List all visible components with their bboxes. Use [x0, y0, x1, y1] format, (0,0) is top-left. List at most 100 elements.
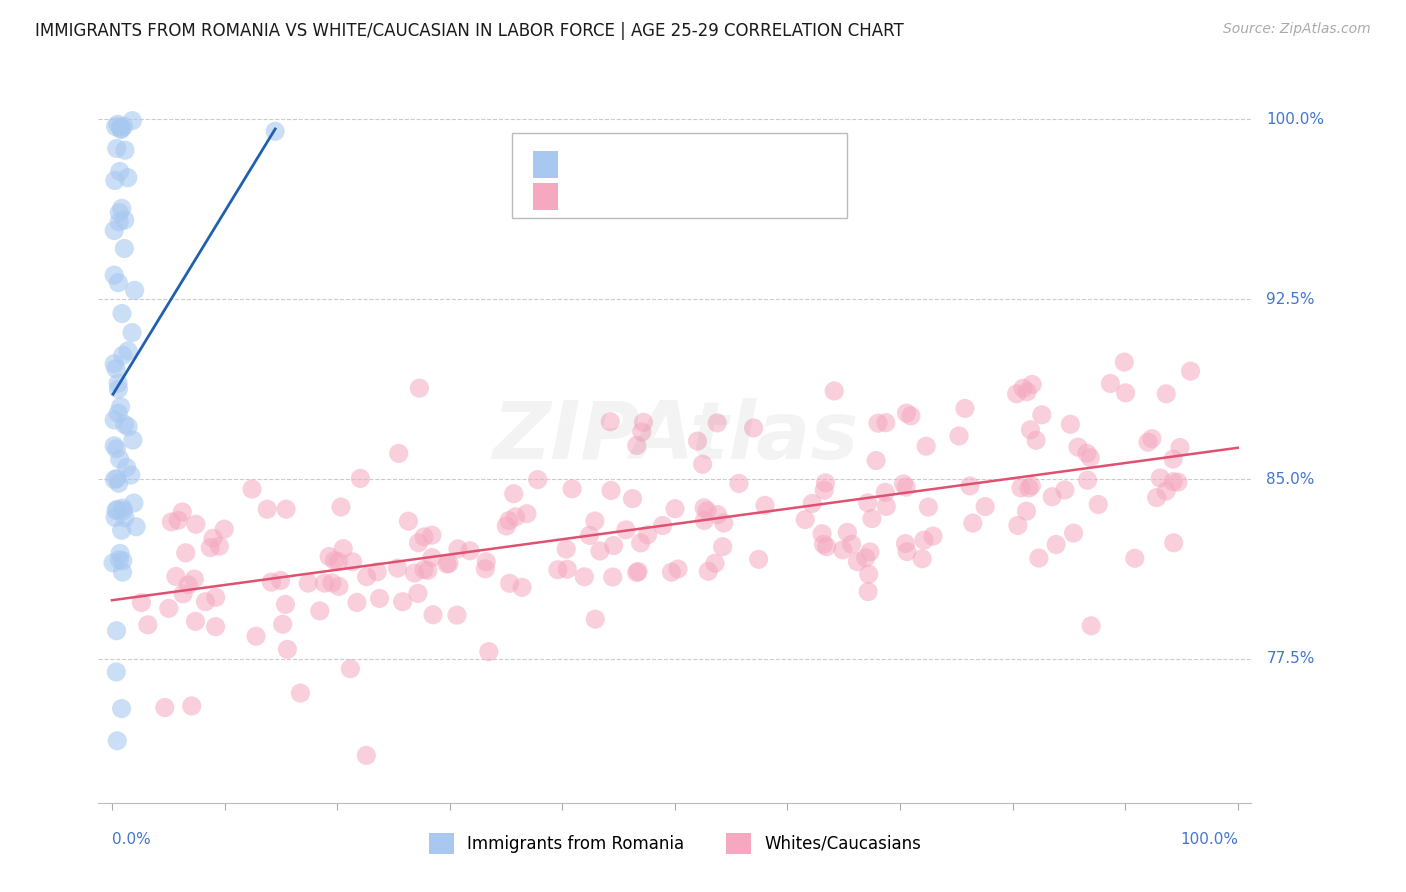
Point	[602, 570, 624, 584]
Point	[911, 551, 934, 566]
Point	[396, 514, 419, 528]
Point	[626, 566, 648, 580]
Point	[297, 576, 319, 591]
Text: ZIPAtlas: ZIPAtlas	[492, 398, 858, 476]
Point	[318, 549, 340, 564]
Point	[1018, 481, 1040, 495]
Point	[107, 382, 129, 396]
Point	[105, 471, 128, 485]
Point	[103, 223, 125, 237]
Point	[621, 491, 644, 506]
Point	[104, 361, 127, 376]
Point	[1053, 483, 1076, 497]
Point	[180, 698, 202, 713]
Point	[856, 584, 879, 599]
Point	[105, 733, 128, 747]
Point	[125, 519, 148, 533]
Point	[693, 513, 716, 527]
Point	[110, 122, 132, 136]
Text: 92.5%: 92.5%	[1267, 292, 1315, 307]
Point	[204, 620, 226, 634]
Point	[107, 376, 129, 391]
Point	[413, 530, 436, 544]
Point	[866, 416, 889, 430]
Point	[111, 306, 134, 320]
Point	[104, 120, 127, 134]
Point	[111, 523, 134, 537]
Point	[1076, 473, 1098, 487]
Point	[174, 546, 197, 560]
Point	[339, 662, 361, 676]
Point	[823, 384, 845, 398]
Point	[754, 499, 776, 513]
Point	[614, 523, 637, 537]
Point	[855, 550, 877, 565]
Point	[474, 562, 496, 576]
Point	[274, 598, 297, 612]
Point	[1063, 526, 1085, 541]
Point	[136, 617, 159, 632]
Point	[103, 439, 125, 453]
Point	[893, 476, 915, 491]
Point	[105, 502, 128, 516]
Point	[922, 529, 945, 543]
Point	[704, 556, 727, 570]
Point	[111, 202, 134, 216]
Point	[115, 460, 138, 475]
Point	[131, 596, 153, 610]
Point	[1040, 490, 1063, 504]
Point	[1099, 376, 1122, 391]
Point	[408, 381, 430, 395]
Point	[101, 556, 124, 570]
Point	[436, 557, 458, 571]
Point	[498, 576, 520, 591]
Point	[308, 604, 330, 618]
Point	[896, 406, 918, 420]
Point	[1123, 551, 1146, 566]
Point	[516, 507, 538, 521]
Point	[962, 516, 984, 530]
Point	[860, 511, 883, 525]
Point	[153, 700, 176, 714]
Point	[626, 438, 648, 452]
Point	[328, 579, 350, 593]
Point	[110, 400, 132, 414]
Point	[630, 425, 652, 439]
Point	[458, 543, 481, 558]
Point	[664, 501, 686, 516]
Point	[875, 485, 897, 500]
Point	[1012, 381, 1035, 395]
Point	[900, 409, 922, 423]
Point	[633, 415, 655, 429]
Point	[214, 522, 236, 536]
Point	[1137, 435, 1160, 450]
Point	[112, 242, 135, 256]
Point	[117, 170, 139, 185]
Point	[404, 566, 426, 581]
Point	[264, 124, 287, 138]
Point	[815, 540, 838, 554]
Point	[368, 591, 391, 606]
Point	[108, 164, 131, 178]
Text: IMMIGRANTS FROM ROMANIA VS WHITE/CAUCASIAN IN LABOR FORCE | AGE 25-29 CORRELATIO: IMMIGRANTS FROM ROMANIA VS WHITE/CAUCASI…	[35, 22, 904, 40]
Point	[111, 348, 134, 362]
Point	[1005, 386, 1028, 401]
Point	[245, 629, 267, 643]
Point	[896, 544, 918, 558]
Point	[422, 607, 444, 622]
Point	[111, 554, 134, 568]
Point	[583, 514, 606, 528]
Point	[1017, 384, 1039, 399]
Point	[314, 576, 336, 591]
Point	[108, 205, 131, 219]
Point	[630, 536, 652, 550]
Point	[831, 542, 853, 557]
Point	[602, 539, 624, 553]
Point	[1161, 475, 1184, 489]
Point	[108, 546, 131, 560]
Point	[1167, 475, 1189, 489]
Point	[124, 283, 146, 297]
Text: R = 0.800    N = 199: R = 0.800 N = 199	[569, 188, 773, 206]
Point	[478, 645, 501, 659]
Point	[1007, 518, 1029, 533]
